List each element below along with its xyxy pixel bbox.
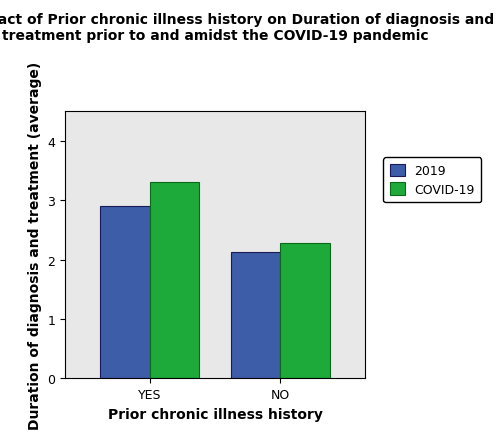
Y-axis label: Duration of diagnosis and treatment (average): Duration of diagnosis and treatment (ave… (28, 61, 42, 429)
Text: The impact of Prior chronic illness history on Duration of diagnosis and
treatme: The impact of Prior chronic illness hist… (0, 13, 494, 43)
Bar (150, 183, 200, 378)
Bar (100, 206, 150, 378)
Legend: 2019, COVID-19: 2019, COVID-19 (384, 158, 481, 203)
Bar (230, 253, 280, 378)
X-axis label: Prior chronic illness history: Prior chronic illness history (108, 407, 322, 421)
Bar (280, 243, 330, 378)
